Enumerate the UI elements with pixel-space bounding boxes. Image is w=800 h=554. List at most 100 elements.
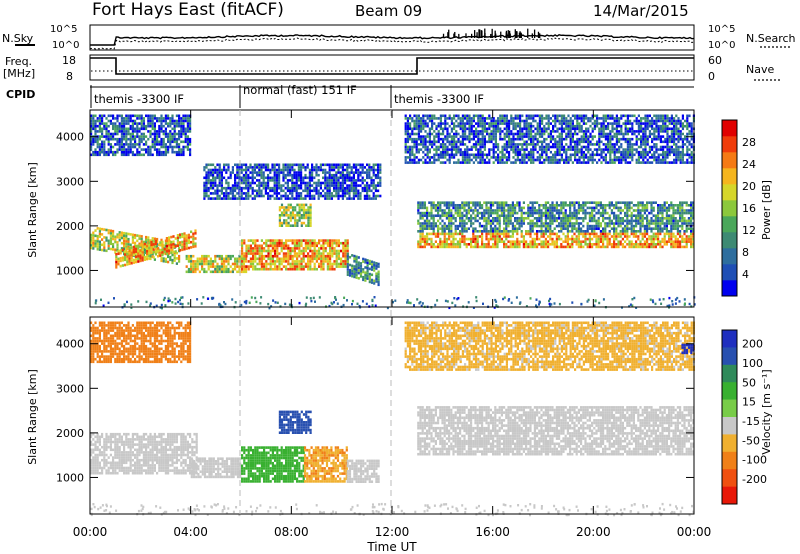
heatmap-cell — [648, 227, 651, 230]
heatmap-cell — [309, 214, 312, 217]
heatmap-cell — [520, 222, 523, 225]
heatmap-cell — [370, 166, 373, 169]
heatmap-cell — [337, 257, 340, 261]
heatmap-cell — [361, 176, 364, 180]
heatmap-cell — [267, 181, 270, 185]
heatmap-cell — [648, 245, 651, 249]
heatmap-cell — [355, 184, 358, 187]
heatmap-cell — [564, 211, 567, 215]
heatmap-cell — [672, 217, 675, 220]
heatmap-cell — [368, 186, 371, 190]
heatmap-cell — [533, 222, 536, 225]
heatmap-cell — [615, 235, 618, 238]
heatmap-cell — [411, 158, 414, 162]
heatmap-cell — [676, 230, 679, 233]
heatmap-cell — [225, 181, 228, 185]
heatmap-cell — [569, 237, 572, 241]
heatmap-cell — [428, 127, 431, 131]
heatmap-cell — [457, 117, 460, 120]
heatmap-cell — [650, 230, 653, 233]
heatmap-cell — [648, 201, 651, 204]
heatmap-cell — [683, 240, 686, 243]
heatmap-cell — [105, 124, 108, 128]
heatmap-cell — [450, 201, 453, 204]
heatmap-cell — [289, 166, 292, 169]
heatmap-cell — [298, 211, 301, 214]
heatmap-cell — [518, 240, 521, 243]
heatmap-cell — [280, 171, 283, 174]
heatmap-cell — [198, 262, 201, 266]
heatmap-cell — [595, 235, 598, 238]
heatmap-cell — [500, 240, 503, 243]
heatmap-cell — [173, 130, 176, 133]
heatmap-cell — [648, 211, 651, 215]
heatmap-cell — [608, 201, 611, 204]
heatmap-cell — [309, 247, 312, 250]
heatmap-cell — [190, 235, 193, 239]
heatmap-cell — [374, 194, 377, 198]
heatmap-cell — [90, 122, 93, 125]
heatmap-cell — [626, 204, 629, 207]
heatmap-cell — [127, 150, 130, 154]
heatmap-cell — [648, 219, 651, 223]
heatmap-cell — [341, 186, 344, 190]
heatmap-cell — [302, 163, 305, 167]
heatmap-cell — [439, 122, 442, 125]
heatmap-cell — [103, 148, 106, 151]
heatmap-cell — [681, 214, 684, 217]
heatmap-cell — [685, 219, 688, 223]
heatmap-cell — [555, 217, 558, 220]
heatmap-cell — [424, 145, 427, 149]
heatmap-cell — [92, 241, 95, 245]
heatmap-cell — [260, 260, 263, 263]
heatmap-cell — [96, 140, 99, 144]
heatmap-cell — [483, 219, 486, 223]
heatmap-cell — [274, 241, 277, 245]
heatmap-cell — [151, 143, 154, 146]
heatmap-cell — [657, 214, 660, 217]
heatmap-cell — [409, 158, 412, 162]
heatmap-cell — [475, 135, 478, 138]
heatmap-cell — [171, 248, 174, 252]
heatmap-cell — [171, 117, 174, 120]
heatmap-cell — [134, 233, 137, 237]
heatmap-cell — [685, 211, 688, 215]
heatmap-cell — [289, 163, 292, 167]
heatmap-cell — [296, 254, 299, 258]
heatmap-cell — [293, 249, 296, 253]
heatmap-cell — [518, 245, 521, 249]
heatmap-cell — [328, 181, 331, 185]
heatmap-cell — [529, 219, 532, 223]
heatmap-cell — [169, 255, 172, 259]
heatmap-cell — [282, 247, 285, 250]
heatmap-cell — [368, 275, 371, 278]
heatmap-cell — [420, 122, 423, 125]
heatmap-cell — [472, 117, 475, 120]
heatmap-cell — [445, 245, 448, 249]
heatmap-cell — [267, 197, 270, 200]
heatmap-cell — [533, 206, 536, 210]
heatmap-cell — [114, 132, 117, 136]
heatmap-cell — [461, 117, 464, 120]
heatmap-cell — [461, 140, 464, 144]
heatmap-cell — [615, 245, 618, 249]
heatmap-cell — [120, 130, 123, 133]
heatmap-cell — [249, 184, 252, 187]
heatmap-cell — [98, 245, 101, 249]
heatmap-cell — [551, 209, 554, 212]
heatmap-cell — [276, 267, 279, 271]
heatmap-cell — [212, 179, 215, 182]
heatmap-cell — [450, 122, 453, 125]
heatmap-cell — [223, 262, 226, 266]
heatmap-cell — [621, 201, 624, 204]
heatmap-cell — [158, 124, 161, 128]
heatmap-cell — [562, 219, 565, 223]
heatmap-cell — [472, 235, 475, 238]
heatmap-cell — [131, 124, 134, 128]
heatmap-cell — [289, 186, 292, 190]
heatmap-cell — [478, 217, 481, 220]
heatmap-cell — [604, 224, 607, 228]
heatmap-cell — [107, 153, 110, 157]
heatmap-cell — [176, 239, 179, 242]
heatmap-cell — [632, 232, 635, 236]
